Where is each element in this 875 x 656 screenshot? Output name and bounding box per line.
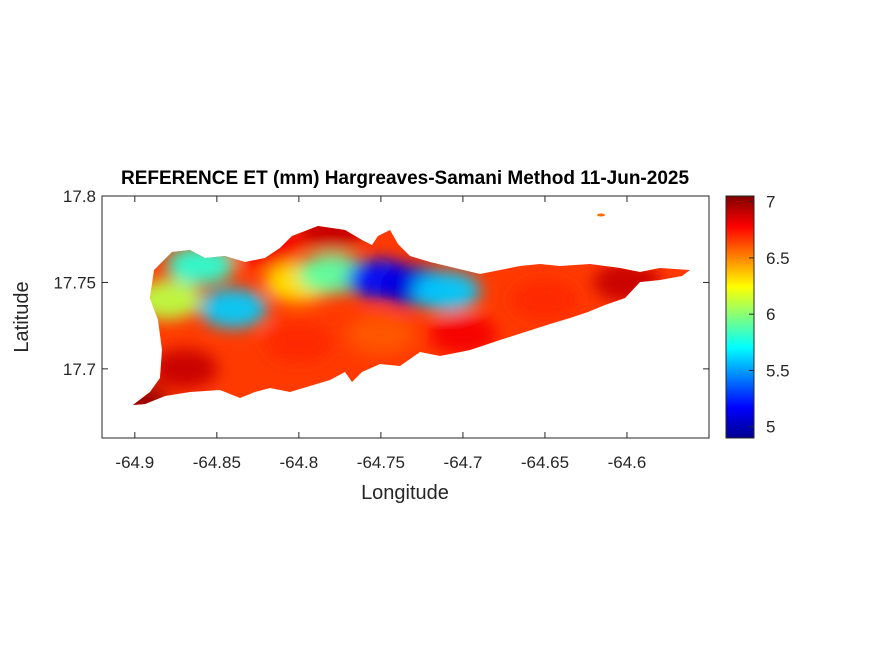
y-tick-label: 17.7	[63, 360, 96, 379]
x-tick-label: -64.9	[115, 453, 154, 472]
x-tick-label: -64.65	[521, 453, 569, 472]
et-region	[510, 279, 579, 320]
y-axis-label: Latitude	[11, 281, 33, 352]
et-region	[346, 314, 415, 355]
y-axis: 17.7 17.75 17.8	[53, 187, 709, 379]
et-region	[428, 314, 497, 355]
colorbar-tick-label: 5	[766, 418, 775, 437]
chart-title: REFERENCE ET (mm) Hargreaves-Samani Meth…	[121, 168, 689, 189]
et-region	[264, 322, 333, 363]
x-tick-label: -64.85	[193, 453, 241, 472]
colorbar-tick-label: 6.5	[766, 249, 790, 268]
x-axis: -64.9 -64.85 -64.8 -64.75 -64.7 -64.65 -64.6	[115, 196, 646, 472]
x-tick-label: -64.75	[357, 453, 405, 472]
et-region	[150, 348, 219, 389]
y-tick-label: 17.75	[53, 273, 96, 292]
et-region	[297, 226, 366, 251]
x-tick-label: -64.7	[444, 453, 483, 472]
colorbar-tick-label: 6	[766, 305, 775, 324]
x-tick-label: -64.6	[608, 453, 647, 472]
islet	[597, 213, 605, 217]
x-axis-label: Longitude	[361, 482, 449, 504]
y-tick-label: 17.8	[63, 187, 96, 206]
x-tick-label: -64.8	[279, 453, 318, 472]
colorbar-tick-label: 5.5	[766, 361, 790, 380]
et-region	[199, 288, 268, 329]
colorbar	[725, 195, 755, 439]
colorbar-ticks: 5 5.5 6 6.5 7	[749, 193, 790, 437]
et-region	[412, 271, 481, 312]
colorbar-tick-label: 7	[766, 193, 775, 212]
